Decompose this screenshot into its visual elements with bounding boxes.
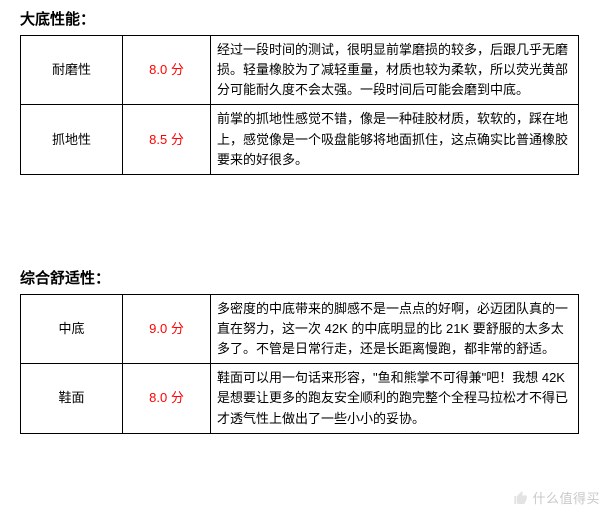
section-title-1: 大底性能： bbox=[20, 8, 586, 29]
cell-desc: 多密度的中底带来的脚感不是一点点的好啊，必迈团队真的一直在努力，这一次 42K … bbox=[211, 294, 579, 363]
cell-score: 9.0 分 bbox=[123, 294, 211, 363]
table-row: 抓地性 8.5 分 前掌的抓地性感觉不错，像是一种硅胶材质，软软的，踩在地上，感… bbox=[21, 105, 579, 174]
cell-score: 8.5 分 bbox=[123, 105, 211, 174]
cell-desc: 经过一段时间的测试，很明显前掌磨损的较多，后跟几乎无磨损。轻量橡胶为了减轻重量，… bbox=[211, 36, 579, 105]
cell-desc: 鞋面可以用一句话来形容，"鱼和熊掌不可得兼"吧！我想 42K 是想要让更多的跑友… bbox=[211, 364, 579, 433]
watermark-text: 什么值得买 bbox=[532, 488, 600, 507]
section-title-2: 综合舒适性： bbox=[20, 267, 586, 288]
cell-name: 耐磨性 bbox=[21, 36, 123, 105]
cell-name: 鞋面 bbox=[21, 364, 123, 433]
table-outsole: 耐磨性 8.0 分 经过一段时间的测试，很明显前掌磨损的较多，后跟几乎无磨损。轻… bbox=[20, 35, 579, 175]
thumbs-up-icon bbox=[513, 490, 529, 506]
cell-score: 8.0 分 bbox=[123, 36, 211, 105]
table-row: 鞋面 8.0 分 鞋面可以用一句话来形容，"鱼和熊掌不可得兼"吧！我想 42K … bbox=[21, 364, 579, 433]
cell-name: 抓地性 bbox=[21, 105, 123, 174]
cell-name: 中底 bbox=[21, 294, 123, 363]
table-row: 中底 9.0 分 多密度的中底带来的脚感不是一点点的好啊，必迈团队真的一直在努力… bbox=[21, 294, 579, 363]
cell-desc: 前掌的抓地性感觉不错，像是一种硅胶材质，软软的，踩在地上，感觉像是一个吸盘能够将… bbox=[211, 105, 579, 174]
watermark: 什么值得买 bbox=[513, 488, 600, 507]
table-row: 耐磨性 8.0 分 经过一段时间的测试，很明显前掌磨损的较多，后跟几乎无磨损。轻… bbox=[21, 36, 579, 105]
table-comfort: 中底 9.0 分 多密度的中底带来的脚感不是一点点的好啊，必迈团队真的一直在努力… bbox=[20, 294, 579, 434]
cell-score: 8.0 分 bbox=[123, 364, 211, 433]
